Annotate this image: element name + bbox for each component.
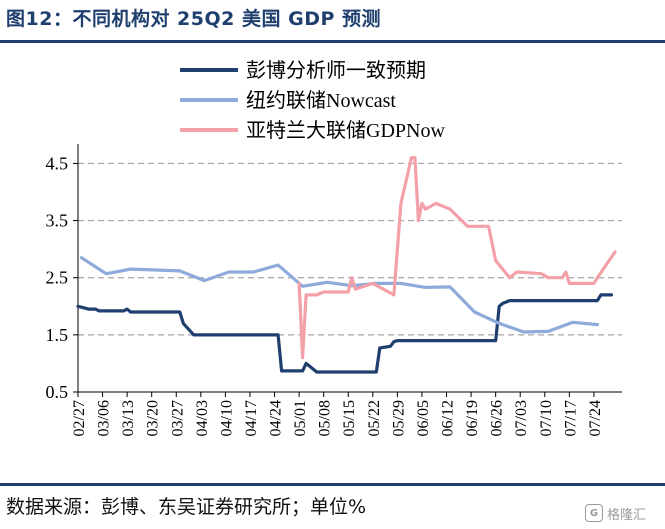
legend-label-2: 纽约联储Nowcast <box>246 89 396 112</box>
x-tick-label: 04/24 <box>268 400 285 436</box>
series-line-3 <box>297 156 617 360</box>
y-tick-label: 3.5 <box>46 211 69 231</box>
series-lines <box>76 156 617 374</box>
legend-label-1: 彭博分析师一致预期 <box>246 59 426 82</box>
x-tick-label: 07/24 <box>587 400 604 436</box>
x-tick-label: 06/12 <box>440 400 457 436</box>
gridlines <box>78 162 622 336</box>
x-tick-label: 06/05 <box>415 400 432 436</box>
x-tick-label: 05/29 <box>390 400 407 436</box>
x-tick-label: 04/03 <box>194 400 211 436</box>
watermark-text: 格隆汇 <box>607 507 647 523</box>
axes: 0.5 1.5 2.5 3.5 4.5 02/27 03/06 03/13 03/20 03/27… <box>46 144 622 436</box>
y-tick-label: 1.5 <box>46 325 69 345</box>
x-tick-label: 06/19 <box>464 400 481 436</box>
x-tick-label: 03/06 <box>96 400 113 436</box>
x-tick-label: 03/27 <box>169 400 186 436</box>
page-title: 图12：不同机构对 25Q2 美国 GDP 预测 <box>6 8 382 30</box>
x-tick-label: 04/17 <box>243 400 260 436</box>
x-tick-label: 07/17 <box>562 400 579 436</box>
y-tick-label: 0.5 <box>46 382 69 402</box>
x-tick-label: 02/27 <box>71 400 88 436</box>
x-tick-label: 05/22 <box>366 400 383 436</box>
x-tick-label: 07/10 <box>538 400 555 436</box>
watermark: G 格隆汇 <box>585 502 646 524</box>
x-tick-label: 05/01 <box>292 400 309 436</box>
x-tick-label: 06/26 <box>489 400 506 436</box>
x-tick-label: 07/03 <box>513 400 530 436</box>
x-tick-label: 04/10 <box>218 400 235 436</box>
x-tick-label: 03/13 <box>120 400 137 436</box>
y-tick-label: 2.5 <box>46 268 69 288</box>
source-rule <box>0 483 665 486</box>
source-note: 数据来源：彭博、东吴证券研究所；单位% <box>6 496 367 518</box>
x-tick-label: 05/08 <box>317 400 334 436</box>
legend-label-3: 亚特兰大联储GDPNow <box>246 119 445 142</box>
x-tick-label: 05/15 <box>341 400 358 436</box>
x-tick-label: 03/20 <box>145 400 162 436</box>
gelonghui-logo-icon: G <box>585 504 603 522</box>
title-rule <box>0 40 665 43</box>
series-line-1 <box>76 293 614 374</box>
gdp-forecast-chart: 0.5 1.5 2.5 3.5 4.5 02/27 03/06 03/13 03/20 03/27… <box>46 59 622 436</box>
series-line-2 <box>79 256 600 334</box>
y-tick-label: 4.5 <box>46 153 69 173</box>
